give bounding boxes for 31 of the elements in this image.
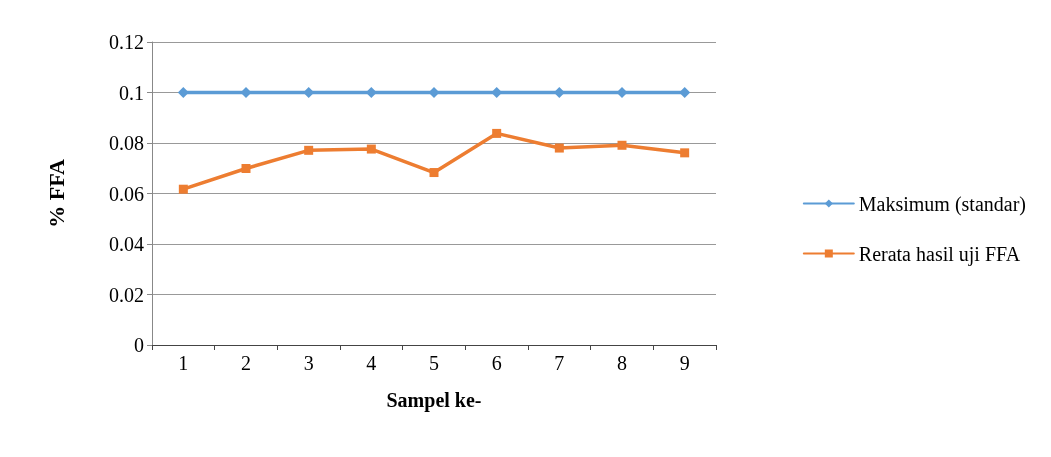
x-tick-label: 8 [617,352,627,374]
point [241,164,251,173]
x-tick-label: 9 [679,352,690,374]
y-tick-label: 0.12 [109,31,144,53]
point [304,145,314,155]
y-tick-label: 0.04 [109,233,144,255]
legend-label: Maksimum (standar) [858,192,1026,216]
y-tick-label: 0.08 [109,132,144,154]
x-tick-label: 6 [491,352,502,374]
point [177,87,189,98]
x-axis-title: Sampel ke- [386,389,482,412]
x-tick-label: 4 [366,352,377,374]
y-tick-label: 0.1 [119,81,144,104]
point [554,143,564,153]
x-tick-label: 1 [178,352,189,374]
point [617,140,627,150]
y-axis-title: % FFA [43,159,69,228]
x-tick-label: 3 [303,352,314,374]
x-tick-label: 5 [429,352,439,374]
y-tick-label: 0 [134,334,144,356]
point [429,168,439,178]
y-tick-label: 0.06 [109,182,144,205]
point [178,184,188,194]
point [680,148,690,158]
x-tick-label: 7 [554,352,565,374]
x-tick-label: 2 [241,352,251,374]
legend-label: Rerata hasil uji FFA [858,242,1021,266]
point [679,87,691,98]
point [492,128,502,138]
point [366,144,376,154]
y-tick-label: 0.02 [109,283,144,306]
